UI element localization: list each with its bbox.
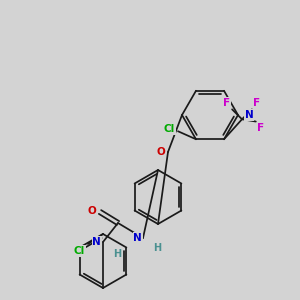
Text: O: O: [87, 206, 96, 216]
Text: F: F: [224, 98, 231, 108]
Text: F: F: [254, 98, 260, 108]
Text: N: N: [92, 237, 101, 247]
Text: Cl: Cl: [164, 124, 175, 134]
Text: H: H: [153, 243, 161, 253]
Text: O: O: [156, 147, 165, 157]
Text: N: N: [133, 233, 142, 243]
Text: H: H: [113, 249, 121, 259]
Text: F: F: [257, 123, 264, 133]
Text: Cl: Cl: [74, 246, 85, 256]
Text: N: N: [245, 110, 254, 120]
